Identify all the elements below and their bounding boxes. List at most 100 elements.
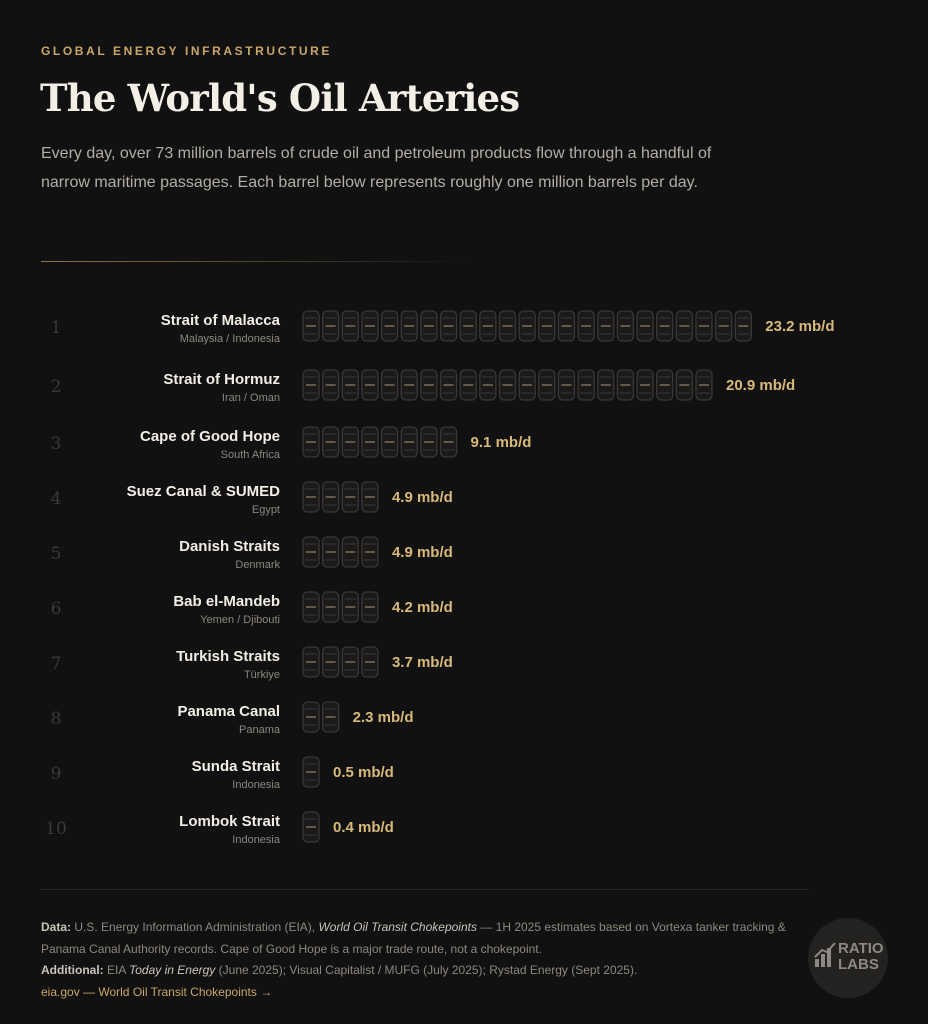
barrel-mark (518, 369, 536, 401)
rank-label: 10 (45, 819, 67, 839)
row-9: 9 Sunda Strait Indonesia 0.5 mb/d (51, 756, 394, 791)
barrel-mark (341, 481, 359, 513)
chokepoint-name: Panama Canal (177, 703, 280, 720)
data-label: Data: (41, 920, 72, 934)
barrel-mark (341, 646, 359, 678)
value-label: 4.2 mb/d (392, 599, 453, 616)
data-text-cont: — 1H 2025 estimates based on Vortexa tan… (480, 920, 786, 934)
barrel-mark (400, 426, 418, 458)
barrel-mark (577, 310, 595, 342)
chokepoint-region: South Africa (221, 449, 281, 461)
header-divider (41, 261, 471, 262)
barrel-mark (656, 369, 674, 401)
value-label: 9.1 mb/d (471, 434, 532, 451)
barrel-mark (361, 591, 379, 623)
barrel-mark (420, 369, 438, 401)
chokepoint-region: Malaysia / Indonesia (180, 333, 281, 345)
barrel-mark (302, 811, 320, 843)
barrel-mark (302, 536, 320, 568)
barrel-mark (321, 481, 340, 513)
rank-label: 6 (51, 599, 62, 619)
barrel-mark (302, 756, 320, 788)
barrel-mark (341, 591, 359, 623)
rank-label: 7 (51, 654, 62, 674)
logo-text: RATIO LABS (838, 941, 884, 973)
barrel-mark (302, 646, 320, 678)
row-2: 2 Strait of Hormuz Iran / Oman 20.9 mb/d (51, 369, 795, 404)
additional-publication: Today in Energy (129, 963, 216, 977)
barrel-mark (420, 310, 438, 342)
chokepoint-region: Egypt (252, 504, 280, 516)
value-label: 4.9 mb/d (392, 544, 453, 561)
chokepoint-region: Denmark (235, 559, 280, 571)
chokepoint-name: Turkish Straits (176, 648, 280, 665)
barrel-mark (439, 369, 458, 401)
row-6: 6 Bab el-Mandeb Yemen / Djibouti 4.2 mb/d (51, 591, 453, 626)
barrel-mark (695, 310, 713, 342)
barrel-mark (321, 369, 340, 401)
barrel-mark (361, 310, 379, 342)
barrel-mark (518, 310, 536, 342)
barrel-mark (439, 426, 458, 458)
chokepoint-name: Suez Canal & SUMED (127, 483, 281, 500)
barrel-mark (380, 369, 399, 401)
page-title: The World's Oil Arteries (40, 76, 520, 120)
value-label: 3.7 mb/d (392, 654, 453, 671)
barrel-mark (341, 310, 359, 342)
ratio-labs-logo: RATIO LABS (808, 918, 888, 998)
barrel-mark (361, 536, 379, 568)
barrel-mark (695, 369, 713, 401)
barrel-mark (675, 369, 693, 401)
chokepoint-name: Sunda Strait (192, 758, 280, 775)
barrel-mark (302, 481, 320, 513)
chokepoint-region: Iran / Oman (222, 392, 280, 404)
barrel-mark (656, 310, 674, 342)
barrel-mark (341, 369, 359, 401)
row-7: 7 Turkish Straits Türkiye 3.7 mb/d (51, 646, 453, 681)
barrel-mark (302, 591, 320, 623)
chokepoint-region: Panama (239, 724, 281, 736)
footer-data-line: Data: U.S. Energy Information Administra… (41, 920, 831, 934)
barrel-mark (675, 310, 693, 342)
chokepoint-name: Strait of Malacca (161, 312, 281, 329)
value-label: 2.3 mb/d (353, 709, 414, 726)
barrel-mark (734, 310, 752, 342)
barrel-mark (321, 536, 340, 568)
value-label: 0.5 mb/d (333, 764, 394, 781)
value-label: 20.9 mb/d (726, 377, 795, 394)
barrel-mark (616, 310, 635, 342)
additional-label: Additional: (41, 963, 104, 977)
barrel-mark (400, 310, 418, 342)
barrel-mark (479, 310, 497, 342)
rank-label: 8 (51, 709, 62, 729)
rank-label: 5 (51, 544, 62, 564)
chokepoint-region: Yemen / Djibouti (200, 614, 280, 626)
value-label: 4.9 mb/d (392, 489, 453, 506)
barrel-mark (321, 646, 340, 678)
row-3: 3 Cape of Good Hope South Africa 9.1 mb/d (51, 426, 532, 461)
footer-link-line: eia.gov — World Oil Transit Chokepoints … (41, 985, 831, 999)
row-1: 1 Strait of Malacca Malaysia / Indonesia 23… (51, 310, 835, 345)
barrel-mark (380, 426, 399, 458)
barrel-mark (302, 701, 320, 733)
barrel-mark (321, 701, 340, 733)
footer-additional-line: Additional: EIA Today in Energy (June 20… (41, 963, 831, 977)
barrel-mark (498, 310, 517, 342)
source-link[interactable]: eia.gov — World Oil Transit Chokepoints … (41, 985, 273, 999)
barrel-mark (302, 310, 320, 342)
row-4: 4 Suez Canal & SUMED Egypt 4.9 mb/d (51, 481, 453, 516)
barrel-mark (420, 426, 438, 458)
logo-line-2: LABS (838, 956, 879, 973)
rank-label: 9 (51, 764, 62, 784)
chokepoint-name: Danish Straits (179, 538, 280, 555)
barrel-mark (577, 369, 595, 401)
barrel-mark (400, 369, 418, 401)
barrel-mark (459, 369, 477, 401)
barrel-mark (597, 310, 615, 342)
rank-label: 1 (51, 318, 62, 338)
barrel-mark (380, 310, 399, 342)
barrel-mark (479, 369, 497, 401)
chokepoint-region: Türkiye (244, 669, 280, 681)
barrel-mark (538, 310, 556, 342)
